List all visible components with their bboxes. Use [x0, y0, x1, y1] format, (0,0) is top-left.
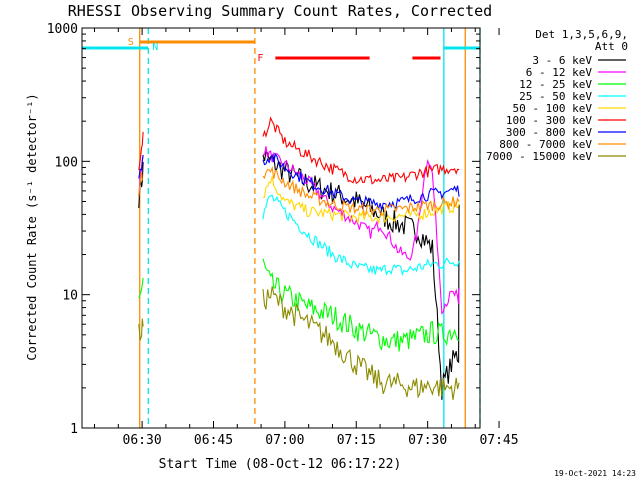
series-line — [138, 165, 460, 217]
legend-label: 25 - 50 keV — [519, 90, 592, 103]
x-tick-label: 06:45 — [194, 433, 233, 448]
y-axis: 1 10 100 1000 — [47, 22, 480, 437]
series-line — [138, 152, 460, 210]
legend-label: 6 - 12 keV — [526, 66, 593, 79]
legend-label: 3 - 6 keV — [532, 54, 592, 67]
x-tick-label: 07:45 — [479, 433, 518, 448]
x-tick-label: 07:30 — [408, 433, 447, 448]
y-tick-label: 1000 — [47, 22, 78, 37]
series-line — [262, 176, 460, 225]
plot-timestamp: 19-Oct-2021 14:23 — [554, 469, 636, 478]
x-tick-label: 07:15 — [337, 433, 376, 448]
x-tick-label: 06:30 — [123, 433, 162, 448]
flag-label-f: F — [257, 53, 263, 64]
legend-label: 100 - 300 keV — [506, 114, 592, 127]
plot-area: S N F — [81, 27, 481, 429]
y-axis-label: Corrected Count Rate (s⁻¹ detector⁻¹) — [25, 93, 39, 360]
series-line — [138, 286, 460, 400]
legend-label: 12 - 25 keV — [519, 78, 592, 91]
flag-label-n: N — [152, 42, 158, 53]
legend-title: Det 1,3,5,6,9, — [535, 28, 628, 41]
legend-label: 50 - 100 keV — [513, 102, 593, 115]
y-tick-label: 100 — [55, 155, 78, 170]
series-line — [262, 194, 460, 277]
flag-label-s: S — [128, 37, 134, 48]
x-tick-label: 07:00 — [265, 433, 304, 448]
x-axis: 06:30 06:45 07:00 07:15 07:30 07:45 — [94, 28, 519, 448]
legend-label: 800 - 7000 keV — [499, 138, 592, 151]
series-line — [138, 116, 460, 185]
x-axis-label: Start Time (08-Oct-12 06:17:22) — [159, 457, 402, 472]
series-line — [138, 258, 460, 352]
y-tick-label: 1 — [70, 422, 78, 437]
legend-label: 7000 - 15000 keV — [486, 150, 592, 163]
plot-frame — [81, 27, 481, 429]
y-tick-label: 10 — [62, 289, 78, 304]
chart-title: RHESSI Observing Summary Count Rates, Co… — [68, 2, 492, 20]
legend-title: Att 0 — [595, 40, 628, 53]
legend-label: 300 - 800 keV — [506, 126, 592, 139]
